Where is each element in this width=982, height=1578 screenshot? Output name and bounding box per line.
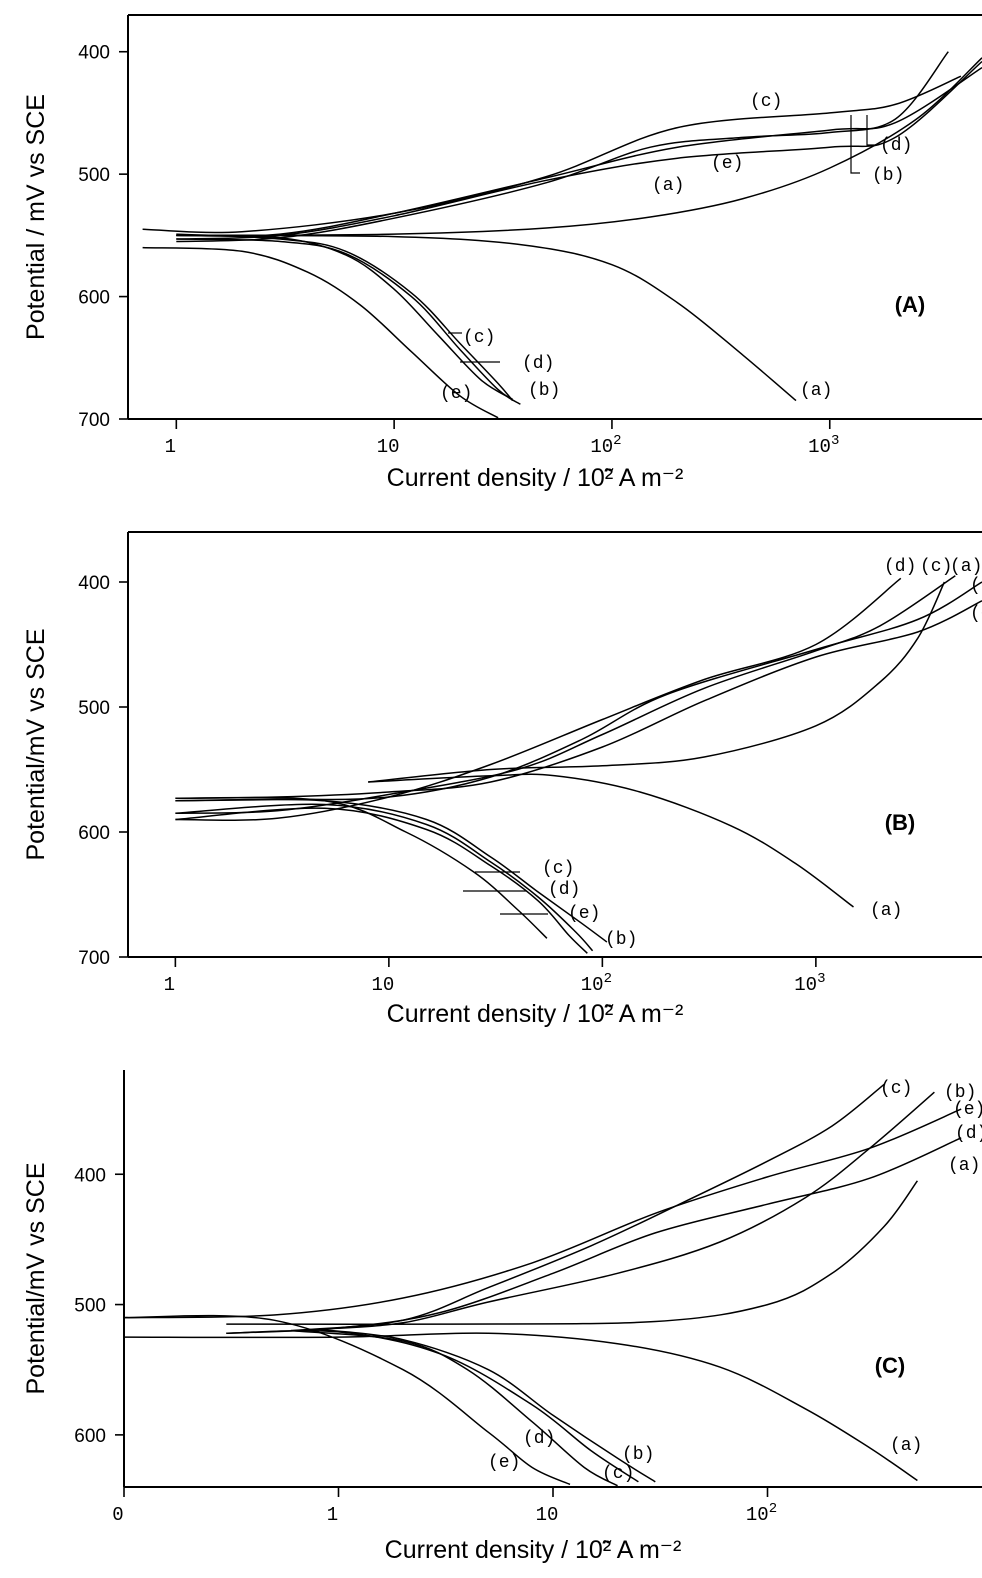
curve-label: (c) <box>920 557 952 577</box>
series-line-b-cathodic <box>175 798 608 943</box>
x-tick-label: 103 <box>808 433 839 458</box>
series-line-e-anodic <box>123 1108 962 1319</box>
panel-label: (B) <box>885 810 916 835</box>
y-axis-label: Potential/mV vs SCE <box>22 628 50 860</box>
series-line-e-cathodic <box>175 796 548 939</box>
chart-panel-0: Potential / mV vs SCE <box>22 14 982 429</box>
x-axis-label: Current density / 10̃² A m⁻² <box>387 1000 684 1028</box>
series-line-b-cathodic <box>176 238 521 405</box>
curve-label: (e) <box>711 154 743 174</box>
panel-label: (C) <box>875 1353 906 1378</box>
y-axis-label: Potential / mV vs SCE <box>22 94 50 340</box>
y-tick-label: 400 <box>78 573 110 594</box>
curve-label: (e) <box>488 1453 520 1473</box>
curve-label: (d) <box>955 1124 982 1144</box>
curve-label: (c) <box>880 1079 912 1099</box>
curve-label: (a) <box>948 1156 980 1176</box>
x-axis-label: Current density / 10̃² A m⁻² <box>385 1536 682 1564</box>
x-tick-label: 102 <box>746 1501 777 1526</box>
x-tick-label: 0 <box>112 1504 123 1526</box>
x-tick-label: 10 <box>377 436 400 458</box>
series-line-b-anodic <box>175 581 982 802</box>
label-leader-line <box>866 115 876 146</box>
series-line-d-cathodic <box>226 1329 639 1483</box>
curve-label: (a) <box>890 1436 922 1456</box>
y-axis-label: Potential/mV vs SCE <box>22 1162 50 1394</box>
series-line-d-cathodic <box>176 234 513 401</box>
curve-label: (c) <box>750 92 782 112</box>
x-axis-label: Current density / 10̃² A m⁻² <box>387 464 684 492</box>
curve-label: (d) <box>884 557 916 577</box>
curve-label: (b) <box>970 576 982 596</box>
x-tick-label: 103 <box>794 971 825 996</box>
curve-label: (e) <box>440 384 472 404</box>
y-tick-label: 500 <box>74 1296 106 1317</box>
curve-label: (c) <box>463 328 495 348</box>
series-line-c-cathodic <box>175 803 594 952</box>
y-tick-label: 400 <box>74 1165 106 1186</box>
series-line-c-cathodic <box>176 233 514 402</box>
x-tick-label: 10 <box>536 1504 559 1526</box>
curve-label: (a) <box>800 381 832 401</box>
y-tick-label: 700 <box>78 948 110 969</box>
x-tick-label: 1 <box>327 1504 338 1526</box>
series-line-a-anodic <box>368 581 946 783</box>
curve-label: (a) <box>870 901 902 921</box>
series-line-c-anodic <box>290 1083 885 1332</box>
series-line-b-cathodic <box>317 1328 656 1483</box>
y-tick-label: 600 <box>78 288 110 309</box>
curve-label: (a) <box>652 176 684 196</box>
series-line-e-anodic <box>175 600 982 800</box>
series-line-e-cathodic <box>142 246 499 419</box>
y-tick-label: 500 <box>78 698 110 719</box>
y-tick-label: 600 <box>78 823 110 844</box>
curve-label: (c) <box>602 1464 634 1484</box>
series-line-d-cathodic <box>175 807 588 954</box>
series-line-b-anodic <box>317 1091 935 1331</box>
curve-label: (b) <box>872 166 904 186</box>
curve-label: (d) <box>523 1429 555 1449</box>
curve-label: (e) <box>970 604 982 624</box>
y-tick-label: 500 <box>78 165 110 186</box>
series-line-a-anodic <box>226 1180 919 1326</box>
series-line-a-cathodic <box>368 773 854 908</box>
panel-label: (A) <box>895 292 926 317</box>
y-tick-label: 600 <box>74 1426 106 1447</box>
curve-label: (a) <box>950 557 982 577</box>
chart-panel-2: Potential/mV vs SCE <box>22 1070 982 1497</box>
curve-label: (d) <box>548 880 580 900</box>
curve-label: (e) <box>568 904 600 924</box>
x-tick-label: 10 <box>371 974 394 996</box>
series-line-c-cathodic <box>290 1329 618 1487</box>
series-line-e-anodic <box>176 51 949 243</box>
series-line-d-anodic <box>175 577 902 822</box>
curve-label: (d) <box>522 354 554 374</box>
chart-panel-1: Potential/mV vs SCE <box>22 531 982 967</box>
y-tick-label: 700 <box>78 410 110 431</box>
series-line-c-anodic <box>142 75 962 234</box>
series-line-d-anodic <box>226 1137 962 1334</box>
x-tick-label: 102 <box>590 433 621 458</box>
curve-label: (d) <box>880 136 912 156</box>
curve-label: (b) <box>605 930 637 950</box>
curve-label: (b) <box>528 381 560 401</box>
curve-label: (c) <box>542 859 574 879</box>
label-leader-line <box>850 115 860 174</box>
series-line-b-anodic <box>176 60 982 240</box>
series-line-a-anodic <box>176 57 982 237</box>
curve-label: (b) <box>944 1083 976 1103</box>
x-tick-label: 102 <box>581 971 612 996</box>
y-tick-label: 400 <box>78 43 110 64</box>
x-tick-label: 1 <box>165 436 176 458</box>
x-tick-label: 1 <box>164 974 175 996</box>
curve-label: (b) <box>622 1445 654 1465</box>
series-line-a-cathodic <box>176 234 797 402</box>
series-line-e-cathodic <box>123 1314 571 1486</box>
curve-label: (e) <box>953 1100 982 1120</box>
